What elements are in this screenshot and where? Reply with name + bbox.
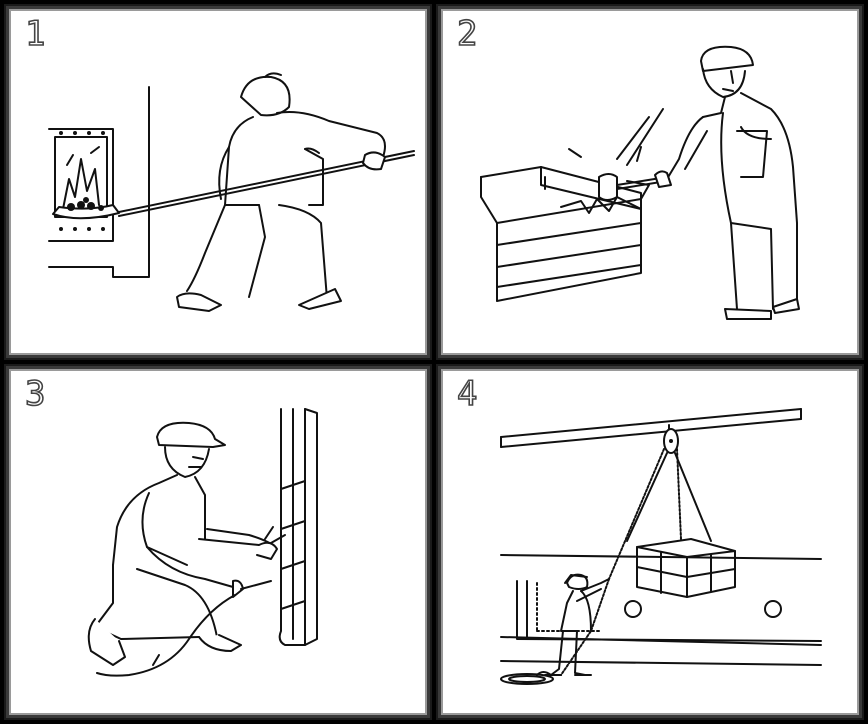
panel-number-2: 2 bbox=[456, 14, 478, 54]
panel-3-kneeling-worker: 3 bbox=[6, 366, 430, 718]
chain-hoist-illustration bbox=[441, 369, 859, 715]
kneeling-worker-illustration bbox=[9, 369, 427, 715]
panel-number-1: 1 bbox=[24, 14, 46, 54]
panel-number-4: 4 bbox=[456, 374, 478, 414]
panel-4-chain-hoist: 4 bbox=[438, 366, 862, 718]
hammering-crate-illustration bbox=[441, 9, 859, 355]
panel-1-furnace: 1 bbox=[6, 6, 430, 358]
panel-number-3: 3 bbox=[24, 374, 46, 414]
panel-2-hammering: 2 bbox=[438, 6, 862, 358]
furnace-shoveling-illustration bbox=[9, 9, 427, 355]
